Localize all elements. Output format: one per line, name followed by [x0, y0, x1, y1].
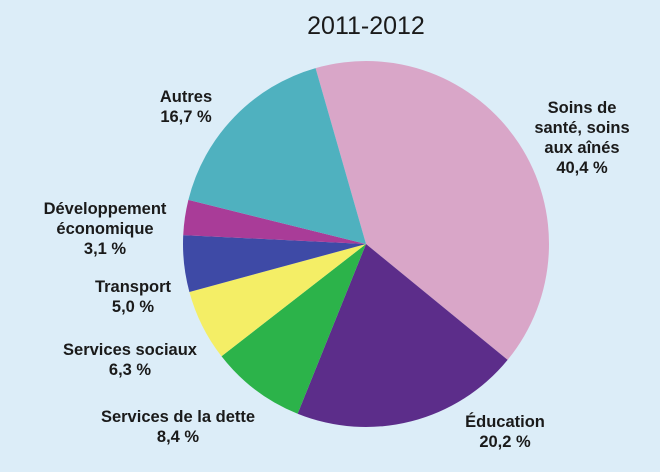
- slice-category-label: aux aînés: [544, 139, 619, 157]
- slice-value-label: 16,7 %: [160, 108, 212, 126]
- slice-label: Autres 16,7 %: [160, 88, 212, 126]
- pie-slice: [315, 61, 549, 360]
- slice-category-label: économique: [56, 220, 153, 238]
- slice-category-label: Soins de: [548, 99, 617, 117]
- slice-label: Services de la dette 8,4 %: [101, 408, 255, 446]
- slice-category-label: Services sociaux: [63, 341, 198, 359]
- slice-category-label: Développement: [44, 200, 167, 218]
- slice-value-label: 3,1 %: [84, 240, 127, 258]
- slice-label: Transport 5,0 %: [95, 278, 172, 316]
- slice-category-label: Autres: [160, 88, 212, 106]
- slice-category-label: Transport: [95, 278, 172, 296]
- slice-value-label: 8,4 %: [157, 428, 200, 446]
- slice-category-label: santé, soins: [534, 119, 629, 137]
- slice-label: Éducation 20,2 %: [465, 412, 545, 451]
- pie-slice: [189, 244, 366, 357]
- slice-value-label: 5,0 %: [112, 298, 155, 316]
- slice-value-label: 20,2 %: [479, 433, 531, 451]
- slice-label: Développement économique 3,1 %: [44, 200, 167, 258]
- slice-category-label: Services de la dette: [101, 408, 255, 426]
- pie-slices: [183, 61, 549, 427]
- pie-slice: [183, 199, 366, 244]
- pie-slice: [188, 68, 366, 244]
- slice-label: Soins de santé, soins aux aînés 40,4 %: [534, 99, 629, 177]
- slice-labels: Soins de santé, soins aux aînés 40,4 % Éduca…: [44, 88, 630, 451]
- slice-category-label: Éducation: [465, 412, 545, 431]
- slice-label: Services sociaux 6,3 %: [63, 341, 198, 379]
- slice-value-label: 40,4 %: [556, 159, 608, 177]
- slice-value-label: 6,3 %: [109, 361, 152, 379]
- pie-slice: [183, 235, 366, 292]
- chart-title: 2011-2012: [307, 12, 425, 40]
- pie-slice: [221, 244, 366, 414]
- pie-slice: [297, 244, 508, 427]
